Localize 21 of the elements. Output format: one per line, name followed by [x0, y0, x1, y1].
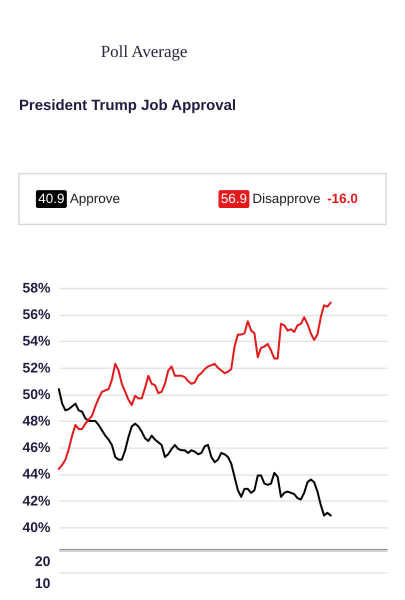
y-tick-label: 40% [22, 518, 51, 535]
y-tick-label: 42% [22, 492, 51, 508]
y-tick-label: 52% [22, 359, 51, 376]
y-tick-label: 46% [22, 439, 51, 456]
legend-label: Approve [70, 191, 120, 206]
chart-subtitle: Poll Average [100, 42, 188, 61]
chart-title: President Trump Job Approval [18, 96, 236, 114]
y-tick-label: 10 [34, 575, 51, 592]
line-series [58, 388, 332, 516]
y-tick-label: 20 [34, 552, 51, 569]
text: -16.0 [327, 191, 358, 206]
y-tick-label: 50% [22, 386, 51, 402]
y-tick-label: 54% [22, 332, 51, 349]
y-tick-label: 58% [22, 280, 51, 296]
y-tick-label: 44% [22, 466, 51, 482]
text: 40.9 [38, 191, 64, 206]
text: 56.9 [220, 191, 248, 206]
legend-label: Disapprove [252, 191, 320, 206]
y-tick-label: 56% [22, 306, 51, 322]
line-series [58, 302, 332, 470]
y-tick-label: 48% [22, 412, 51, 429]
